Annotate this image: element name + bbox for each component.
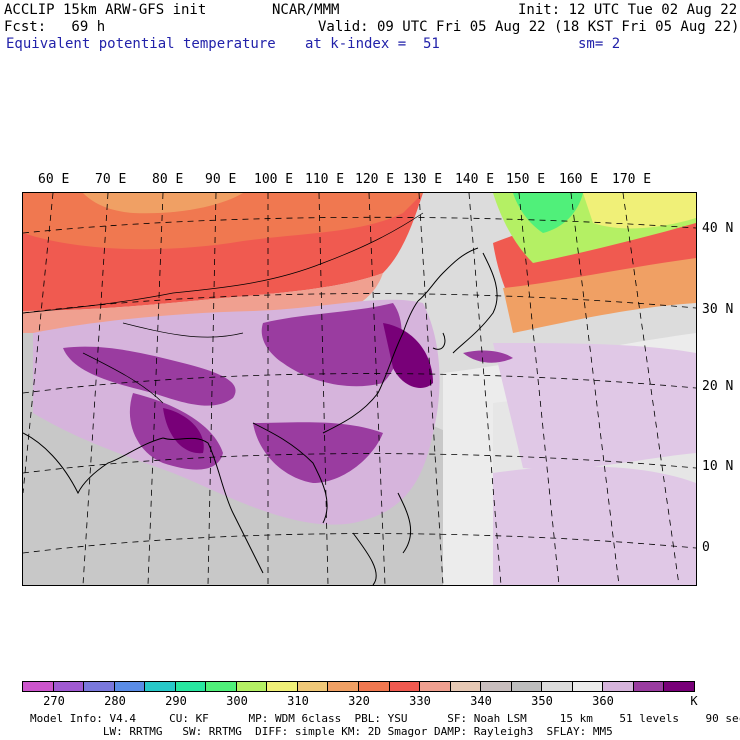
colorbar-cell	[235, 682, 267, 691]
dark-purple-region-2	[163, 408, 204, 454]
purple-region-4	[253, 422, 383, 483]
colorbar-cell	[480, 682, 511, 691]
model-title: ACCLIP 15km ARW-GFS init	[4, 2, 207, 18]
coastlines	[23, 247, 498, 585]
field-name: Equivalent potential temperature	[6, 36, 276, 52]
lon-label: 80 E	[152, 172, 184, 187]
theta-e-map	[23, 193, 696, 585]
colorbar-tick: 330	[409, 694, 431, 708]
colorbar-cell	[296, 682, 328, 691]
colorbar-cell	[266, 682, 297, 691]
colorbar-cell	[83, 682, 114, 691]
lat-label: 30 N	[702, 302, 734, 317]
bright-green-region	[513, 193, 583, 233]
purple-region	[63, 346, 236, 406]
lon-label: 70 E	[95, 172, 127, 187]
colorbar-cell	[449, 682, 481, 691]
init-time: Init: 12 UTC Tue 02 Aug 22	[518, 2, 738, 18]
purple-streak	[463, 350, 513, 363]
south-lavender-region	[493, 466, 696, 585]
colorbar-cell	[571, 682, 603, 691]
lon-label: 140 E	[455, 172, 495, 187]
colorbar-cell	[327, 682, 359, 691]
colorbar-tick: 340	[470, 694, 492, 708]
center-label: NCAR/MMM	[272, 2, 340, 18]
colorbar-tick: 300	[226, 694, 248, 708]
colorbar-cell	[358, 682, 389, 691]
colorbar-tick: 290	[165, 694, 187, 708]
lat-label: 0	[702, 540, 710, 555]
lon-label: 130 E	[403, 172, 443, 187]
pacific-lavender-region	[493, 343, 696, 470]
colorbar-cell	[23, 682, 53, 691]
smoothing-label: sm= 2	[578, 36, 621, 52]
colorbar-unit: K	[690, 694, 698, 708]
model-info-line1: Model Info: V4.4 CU: KF MP: WDM 6class P…	[30, 712, 740, 725]
orange-region	[83, 193, 243, 214]
lat-label: 40 N	[702, 221, 734, 236]
model-info-line2: LW: RRTMG SW: RRTMG DIFF: simple KM: 2D …	[30, 725, 613, 738]
dark-purple-region	[383, 323, 433, 388]
colorbar-cell	[632, 682, 664, 691]
colorbar-tick: 310	[287, 694, 309, 708]
valid-time: Valid: 09 UTC Fri 05 Aug 22 (18 KST Fri …	[318, 19, 740, 35]
colorbar-tick: 320	[348, 694, 370, 708]
colorbar-cell	[388, 682, 420, 691]
colorbar-cell	[144, 682, 175, 691]
colorbar-cell	[52, 682, 84, 691]
pacific-orange-region	[503, 258, 696, 333]
lon-label: 110 E	[305, 172, 345, 187]
colorbar-cell	[663, 682, 695, 691]
colorbar-tick: 280	[104, 694, 126, 708]
colorbar-cell	[205, 682, 236, 691]
colorbar-cell	[541, 682, 572, 691]
colorbar	[22, 681, 695, 692]
level-label: at k-index = 51	[305, 36, 440, 52]
lon-label: 120 E	[355, 172, 395, 187]
lat-label: 10 N	[702, 459, 734, 474]
colorbar-tick: 270	[43, 694, 65, 708]
colorbar-tick: 350	[531, 694, 553, 708]
lon-label: 90 E	[205, 172, 237, 187]
graticule	[23, 193, 696, 585]
map-panel	[22, 192, 697, 586]
lon-label: 100 E	[254, 172, 294, 187]
colorbar-cell	[174, 682, 206, 691]
colorbar-cell	[510, 682, 542, 691]
colorbar-cell	[113, 682, 145, 691]
lon-label: 60 E	[38, 172, 70, 187]
colorbar-cell	[419, 682, 450, 691]
yellow-region	[583, 193, 696, 229]
colorbar-tick: 360	[592, 694, 614, 708]
forecast-hour: Fcst: 69 h	[4, 19, 106, 35]
lon-label: 160 E	[559, 172, 599, 187]
lat-label: 20 N	[702, 379, 734, 394]
colorbar-cell	[602, 682, 633, 691]
purple-region-3	[261, 303, 402, 387]
lon-label: 170 E	[612, 172, 652, 187]
lon-label: 150 E	[506, 172, 546, 187]
